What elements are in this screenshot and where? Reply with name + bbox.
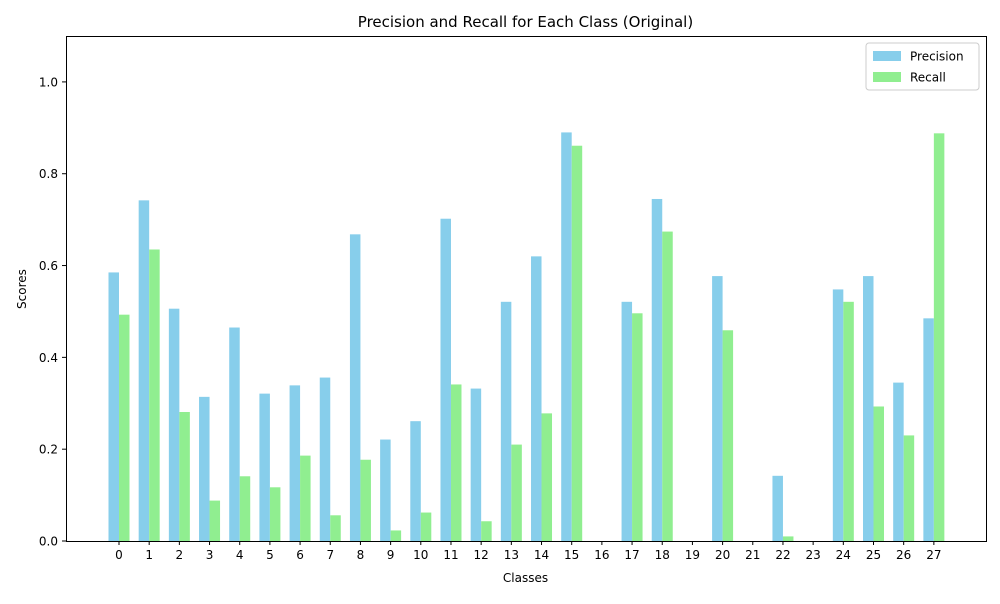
bar-recall-class-15 (571, 145, 583, 541)
chart-title: Precision and Recall for Each Class (Ori… (358, 13, 693, 31)
x-tick-label: 14 (534, 548, 549, 562)
x-tick-label: 6 (296, 548, 304, 562)
bar-recall-class-3 (209, 500, 221, 541)
bar-recall-class-18 (662, 231, 673, 541)
x-tick-label: 15 (564, 548, 579, 562)
bar-precision-class-12 (470, 388, 482, 541)
bar-recall-class-8 (360, 459, 371, 541)
bar-recall-class-20 (722, 330, 734, 541)
bar-precision-class-20 (712, 276, 723, 541)
x-tick-label: 21 (745, 548, 760, 562)
bar-recall-class-9 (390, 530, 402, 541)
x-tick-label: 13 (504, 548, 519, 562)
x-tick-label: 17 (624, 548, 639, 562)
y-axis-label: Scores (15, 269, 29, 309)
bar-recall-class-26 (903, 435, 915, 541)
bar-recall-class-25 (873, 406, 884, 541)
bar-precision-class-2 (168, 308, 180, 541)
x-tick-label: 8 (357, 548, 365, 562)
x-tick-label: 27 (926, 548, 941, 562)
bar-recall-class-14 (541, 413, 553, 541)
bar-precision-class-11 (440, 218, 451, 541)
bar-precision-class-14 (531, 256, 542, 541)
y-axis: 0.0 0.2 0.4 0.6 0.8 1.0 (39, 75, 66, 549)
x-tick-label: 16 (594, 548, 609, 562)
legend-label-precision: Precision (910, 50, 964, 64)
bar-recall-class-24 (843, 301, 854, 541)
x-tick-label: 18 (655, 548, 670, 562)
x-tick-label: 1 (145, 548, 153, 562)
bar-precision-class-26 (893, 382, 904, 541)
bar-precision-class-17 (621, 301, 633, 541)
legend-swatch-recall (873, 72, 901, 82)
x-tick-label: 12 (474, 548, 489, 562)
legend: Precision Recall (865, 42, 980, 91)
x-tick-label: 0 (115, 548, 123, 562)
y-tick-label: 0.2 (39, 443, 58, 457)
plot-frame (66, 36, 987, 542)
x-tick-label: 26 (896, 548, 911, 562)
y-tick-label: 0.8 (39, 167, 58, 181)
bar-precision-class-4 (229, 327, 240, 541)
bar-precision-class-22 (772, 475, 783, 541)
x-tick-label: 20 (715, 548, 730, 562)
x-tick-label: 5 (266, 548, 274, 562)
x-tick-label: 7 (326, 548, 334, 562)
bar-recall-class-7 (330, 515, 341, 541)
x-tick-label: 2 (176, 548, 184, 562)
x-tick-label: 23 (805, 548, 820, 562)
bar-recall-class-0 (119, 314, 130, 541)
bar-precision-class-8 (349, 234, 361, 541)
bar-precision-class-7 (319, 377, 331, 541)
bar-precision-class-5 (259, 393, 270, 541)
bar-precision-class-27 (923, 318, 934, 541)
x-axis: 0 1 2 3 4 5 6 7 8 9 10 11 12 13 14 15 16 17 18 19 20 21 22 23 24… (115, 541, 942, 562)
y-tick-label: 0.6 (39, 259, 58, 273)
bar-precision-class-10 (410, 421, 421, 541)
bar-precision-class-0 (108, 272, 119, 541)
x-tick-label: 25 (866, 548, 881, 562)
plot-area (108, 132, 945, 542)
series-recall (119, 133, 945, 542)
bar-precision-class-13 (500, 301, 512, 541)
x-axis-label: Classes (503, 571, 548, 585)
y-tick-label: 0.4 (39, 351, 58, 365)
legend-swatch-precision (873, 51, 901, 61)
x-tick-label: 9 (387, 548, 395, 562)
bar-recall-class-12 (481, 521, 492, 541)
bar-recall-class-27 (933, 133, 945, 541)
bar-precision-class-6 (289, 385, 301, 541)
bar-precision-class-9 (380, 439, 391, 541)
x-tick-label: 24 (836, 548, 851, 562)
bar-recall-class-11 (450, 384, 462, 541)
bar-recall-class-22 (782, 536, 794, 541)
x-tick-label: 11 (443, 548, 458, 562)
legend-label-recall: Recall (910, 71, 946, 85)
bar-recall-class-1 (149, 249, 160, 542)
x-tick-label: 19 (685, 548, 700, 562)
bar-recall-class-5 (269, 487, 281, 541)
y-tick-label: 1.0 (39, 75, 58, 89)
series-precision (108, 132, 934, 542)
x-tick-label: 3 (206, 548, 214, 562)
bar-precision-class-1 (138, 200, 150, 541)
bar-precision-class-24 (832, 289, 844, 541)
bar-precision-class-3 (199, 396, 210, 541)
bar-recall-class-2 (179, 412, 190, 541)
bar-recall-class-13 (511, 444, 522, 541)
x-tick-label: 4 (236, 548, 244, 562)
x-tick-label: 10 (413, 548, 428, 562)
bar-precision-class-18 (651, 198, 663, 542)
bar-precision-class-25 (863, 276, 874, 541)
bar-recall-class-6 (300, 455, 311, 541)
bar-precision-class-15 (561, 132, 572, 541)
x-tick-label: 22 (775, 548, 790, 562)
bar-recall-class-10 (420, 512, 432, 541)
y-tick-label: 0.0 (39, 535, 58, 549)
bar-recall-class-4 (239, 476, 251, 541)
bar-recall-class-17 (632, 313, 643, 541)
